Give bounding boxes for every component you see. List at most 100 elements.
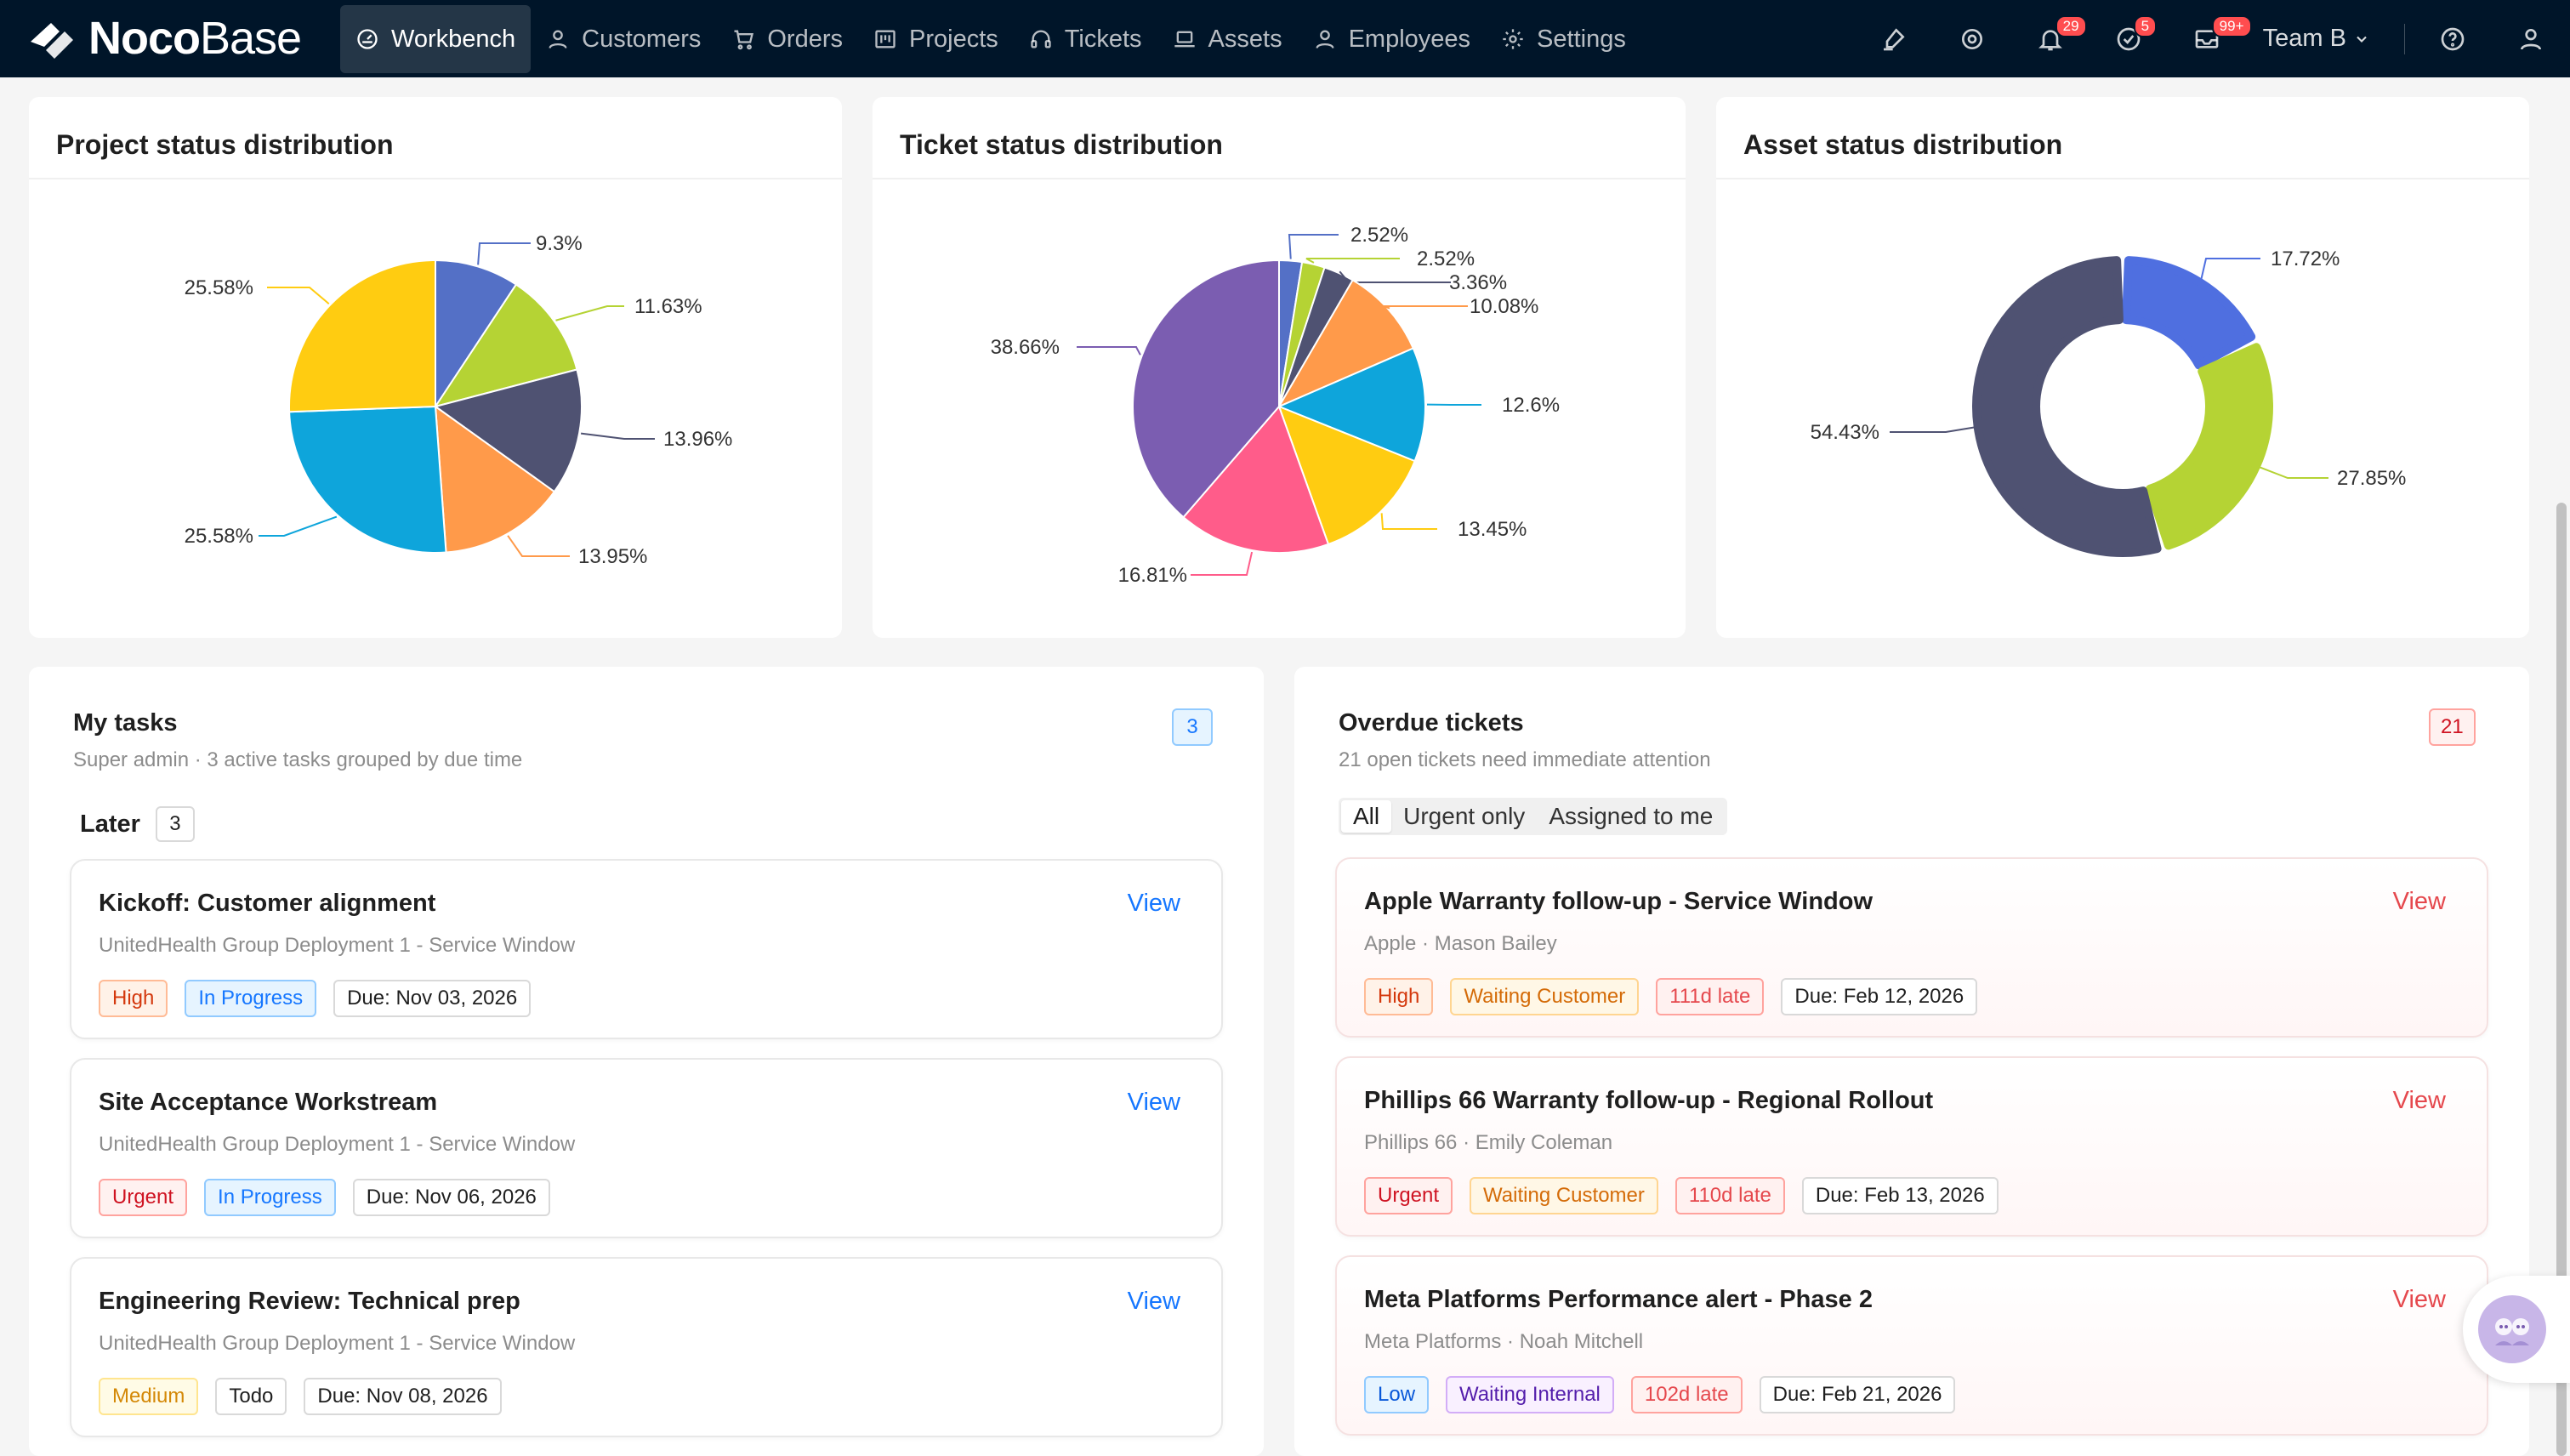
group-header-later[interactable]: Later 3 xyxy=(80,806,195,842)
pie-label-line xyxy=(1191,551,1254,576)
task-card[interactable]: Kickoff: Customer alignment UnitedHealth… xyxy=(70,859,1223,1039)
tasks-button[interactable]: 5 xyxy=(2090,0,2168,77)
view-link[interactable]: View xyxy=(1127,1089,1180,1116)
task-card[interactable]: Engineering Review: Technical prep Unite… xyxy=(70,1257,1223,1437)
pie-slice[interactable] xyxy=(1278,279,1414,407)
ticket-tags: High Waiting Customer 111d late Due: Feb… xyxy=(1364,978,1978,1015)
card-divider xyxy=(1716,178,2529,179)
group-count: 3 xyxy=(155,806,195,842)
team-switcher[interactable]: Team B xyxy=(2246,25,2396,53)
nav-item-assets[interactable]: Assets xyxy=(1157,5,1298,73)
help-button[interactable] xyxy=(2414,0,2492,77)
page-scrollbar[interactable] xyxy=(2556,503,2567,1456)
pie-label-line xyxy=(1339,270,1451,283)
view-link[interactable]: View xyxy=(2392,1087,2446,1114)
priority-tag: Urgent xyxy=(99,1179,188,1216)
pie-label-line xyxy=(1382,305,1468,310)
ai-assistant-button[interactable] xyxy=(2463,1276,2570,1383)
logo-text: NocoBase xyxy=(88,13,302,64)
view-link[interactable]: View xyxy=(2392,888,2446,915)
pie-slice[interactable] xyxy=(435,406,555,554)
due-date-tag: Due: Feb 12, 2026 xyxy=(1781,978,1978,1015)
pie-label-line xyxy=(555,305,624,321)
gear-icon xyxy=(1503,29,1523,49)
filter-all[interactable]: All xyxy=(1341,800,1392,833)
pie-label: 13.45% xyxy=(1458,518,1527,541)
check-circle-icon xyxy=(2117,27,2141,50)
top-navigation-bar: NocoBase Workbench Customers Orders Proj… xyxy=(0,0,2570,77)
due-date-tag: Due: Nov 03, 2026 xyxy=(333,980,532,1017)
task-title: Kickoff: Customer alignment xyxy=(99,890,436,917)
task-project: UnitedHealth Group Deployment 1 - Servic… xyxy=(99,1133,576,1156)
nav-label: Employees xyxy=(1348,25,1471,53)
pie-label-line xyxy=(1890,426,1976,433)
view-link[interactable]: View xyxy=(1127,890,1180,917)
nav-item-orders[interactable]: Orders xyxy=(716,5,858,73)
pie-label: 13.96% xyxy=(663,428,732,451)
ticket-card[interactable]: Apple Warranty follow-up - Service Windo… xyxy=(1335,857,2488,1038)
ui-editor-button[interactable] xyxy=(1855,0,1933,77)
pie-slice[interactable] xyxy=(1132,259,1280,519)
nav-label: Customers xyxy=(582,25,702,53)
pie-slice[interactable] xyxy=(1278,406,1416,545)
pie-slice[interactable] xyxy=(288,406,447,554)
user-menu-button[interactable] xyxy=(2492,0,2570,77)
nav-item-workbench[interactable]: Workbench xyxy=(340,5,532,73)
pie-slice[interactable] xyxy=(435,259,517,407)
nav-item-tickets[interactable]: Tickets xyxy=(1014,5,1157,73)
question-circle-icon xyxy=(2441,27,2465,50)
pie-slice[interactable] xyxy=(1278,347,1426,463)
ticket-meta: Phillips 66 · Emily Coleman xyxy=(1364,1131,1613,1154)
pie-label-line xyxy=(507,535,570,557)
status-tag: Todo xyxy=(215,1378,287,1415)
asset-status-donut-chart: 17.72% 27.85% 54.43% xyxy=(1811,247,2406,557)
due-date-tag: Due: Nov 08, 2026 xyxy=(304,1378,502,1415)
main-nav: Workbench Customers Orders Projects Tick… xyxy=(340,5,1641,73)
pie-label: 13.95% xyxy=(578,545,647,568)
pie-slice[interactable] xyxy=(2145,343,2273,550)
plugin-settings-button[interactable] xyxy=(1933,0,2011,77)
task-project: UnitedHealth Group Deployment 1 - Servic… xyxy=(99,1332,576,1355)
pie-label: 27.85% xyxy=(2337,467,2406,490)
nav-label: Workbench xyxy=(391,25,516,53)
nav-label: Projects xyxy=(909,25,998,53)
status-tag: In Progress xyxy=(185,980,317,1017)
nav-item-projects[interactable]: Projects xyxy=(858,5,1014,73)
pie-slice[interactable] xyxy=(288,259,436,413)
task-card[interactable]: Site Acceptance Workstream UnitedHealth … xyxy=(70,1058,1223,1238)
view-link[interactable]: View xyxy=(1127,1288,1180,1315)
view-link[interactable]: View xyxy=(2392,1286,2446,1313)
nav-label: Tickets xyxy=(1064,25,1142,53)
nav-item-settings[interactable]: Settings xyxy=(1486,5,1641,73)
card-title: Asset status distribution xyxy=(1743,129,2063,160)
task-title: Site Acceptance Workstream xyxy=(99,1089,438,1116)
pie-slice[interactable] xyxy=(435,283,578,407)
filter-urgent-only[interactable]: Urgent only xyxy=(1403,803,1526,829)
group-label: Later xyxy=(80,810,140,838)
pie-slice[interactable] xyxy=(1972,256,2162,557)
project-status-pie-chart: 9.3% 11.63% 13.96% 13.95% 25.58% 25.58% xyxy=(185,232,733,568)
nav-item-employees[interactable]: Employees xyxy=(1298,5,1486,73)
notifications-button[interactable]: 29 xyxy=(2011,0,2090,77)
task-tags: Urgent In Progress Due: Nov 06, 2026 xyxy=(99,1179,550,1216)
gear-icon xyxy=(1961,28,1982,49)
priority-tag: Urgent xyxy=(1364,1177,1453,1214)
inbox-icon xyxy=(2195,29,2219,48)
overdue-filter: All Urgent only Assigned to me xyxy=(1339,798,1728,835)
messages-button[interactable]: 99+ xyxy=(2168,0,2252,77)
pie-label: 54.43% xyxy=(1811,421,1879,444)
assistant-avatar-icon xyxy=(2478,1295,2546,1363)
task-project: UnitedHealth Group Deployment 1 - Servic… xyxy=(99,934,576,957)
ticket-card[interactable]: Phillips 66 Warranty follow-up - Regiona… xyxy=(1335,1056,2488,1237)
messages-badge: 99+ xyxy=(2211,15,2252,37)
user-icon xyxy=(1316,30,1334,48)
nav-item-customers[interactable]: Customers xyxy=(531,5,716,73)
pie-label-line xyxy=(2199,258,2260,282)
pie-slice[interactable] xyxy=(2122,256,2256,370)
filter-assigned-to-me[interactable]: Assigned to me xyxy=(1549,803,1714,829)
pie-slice[interactable] xyxy=(1182,406,1329,554)
app-logo[interactable]: NocoBase xyxy=(26,12,302,65)
pie-label-line xyxy=(477,242,531,265)
ticket-card[interactable]: Meta Platforms Performance alert - Phase… xyxy=(1335,1255,2488,1436)
pie-slice[interactable] xyxy=(435,368,583,493)
